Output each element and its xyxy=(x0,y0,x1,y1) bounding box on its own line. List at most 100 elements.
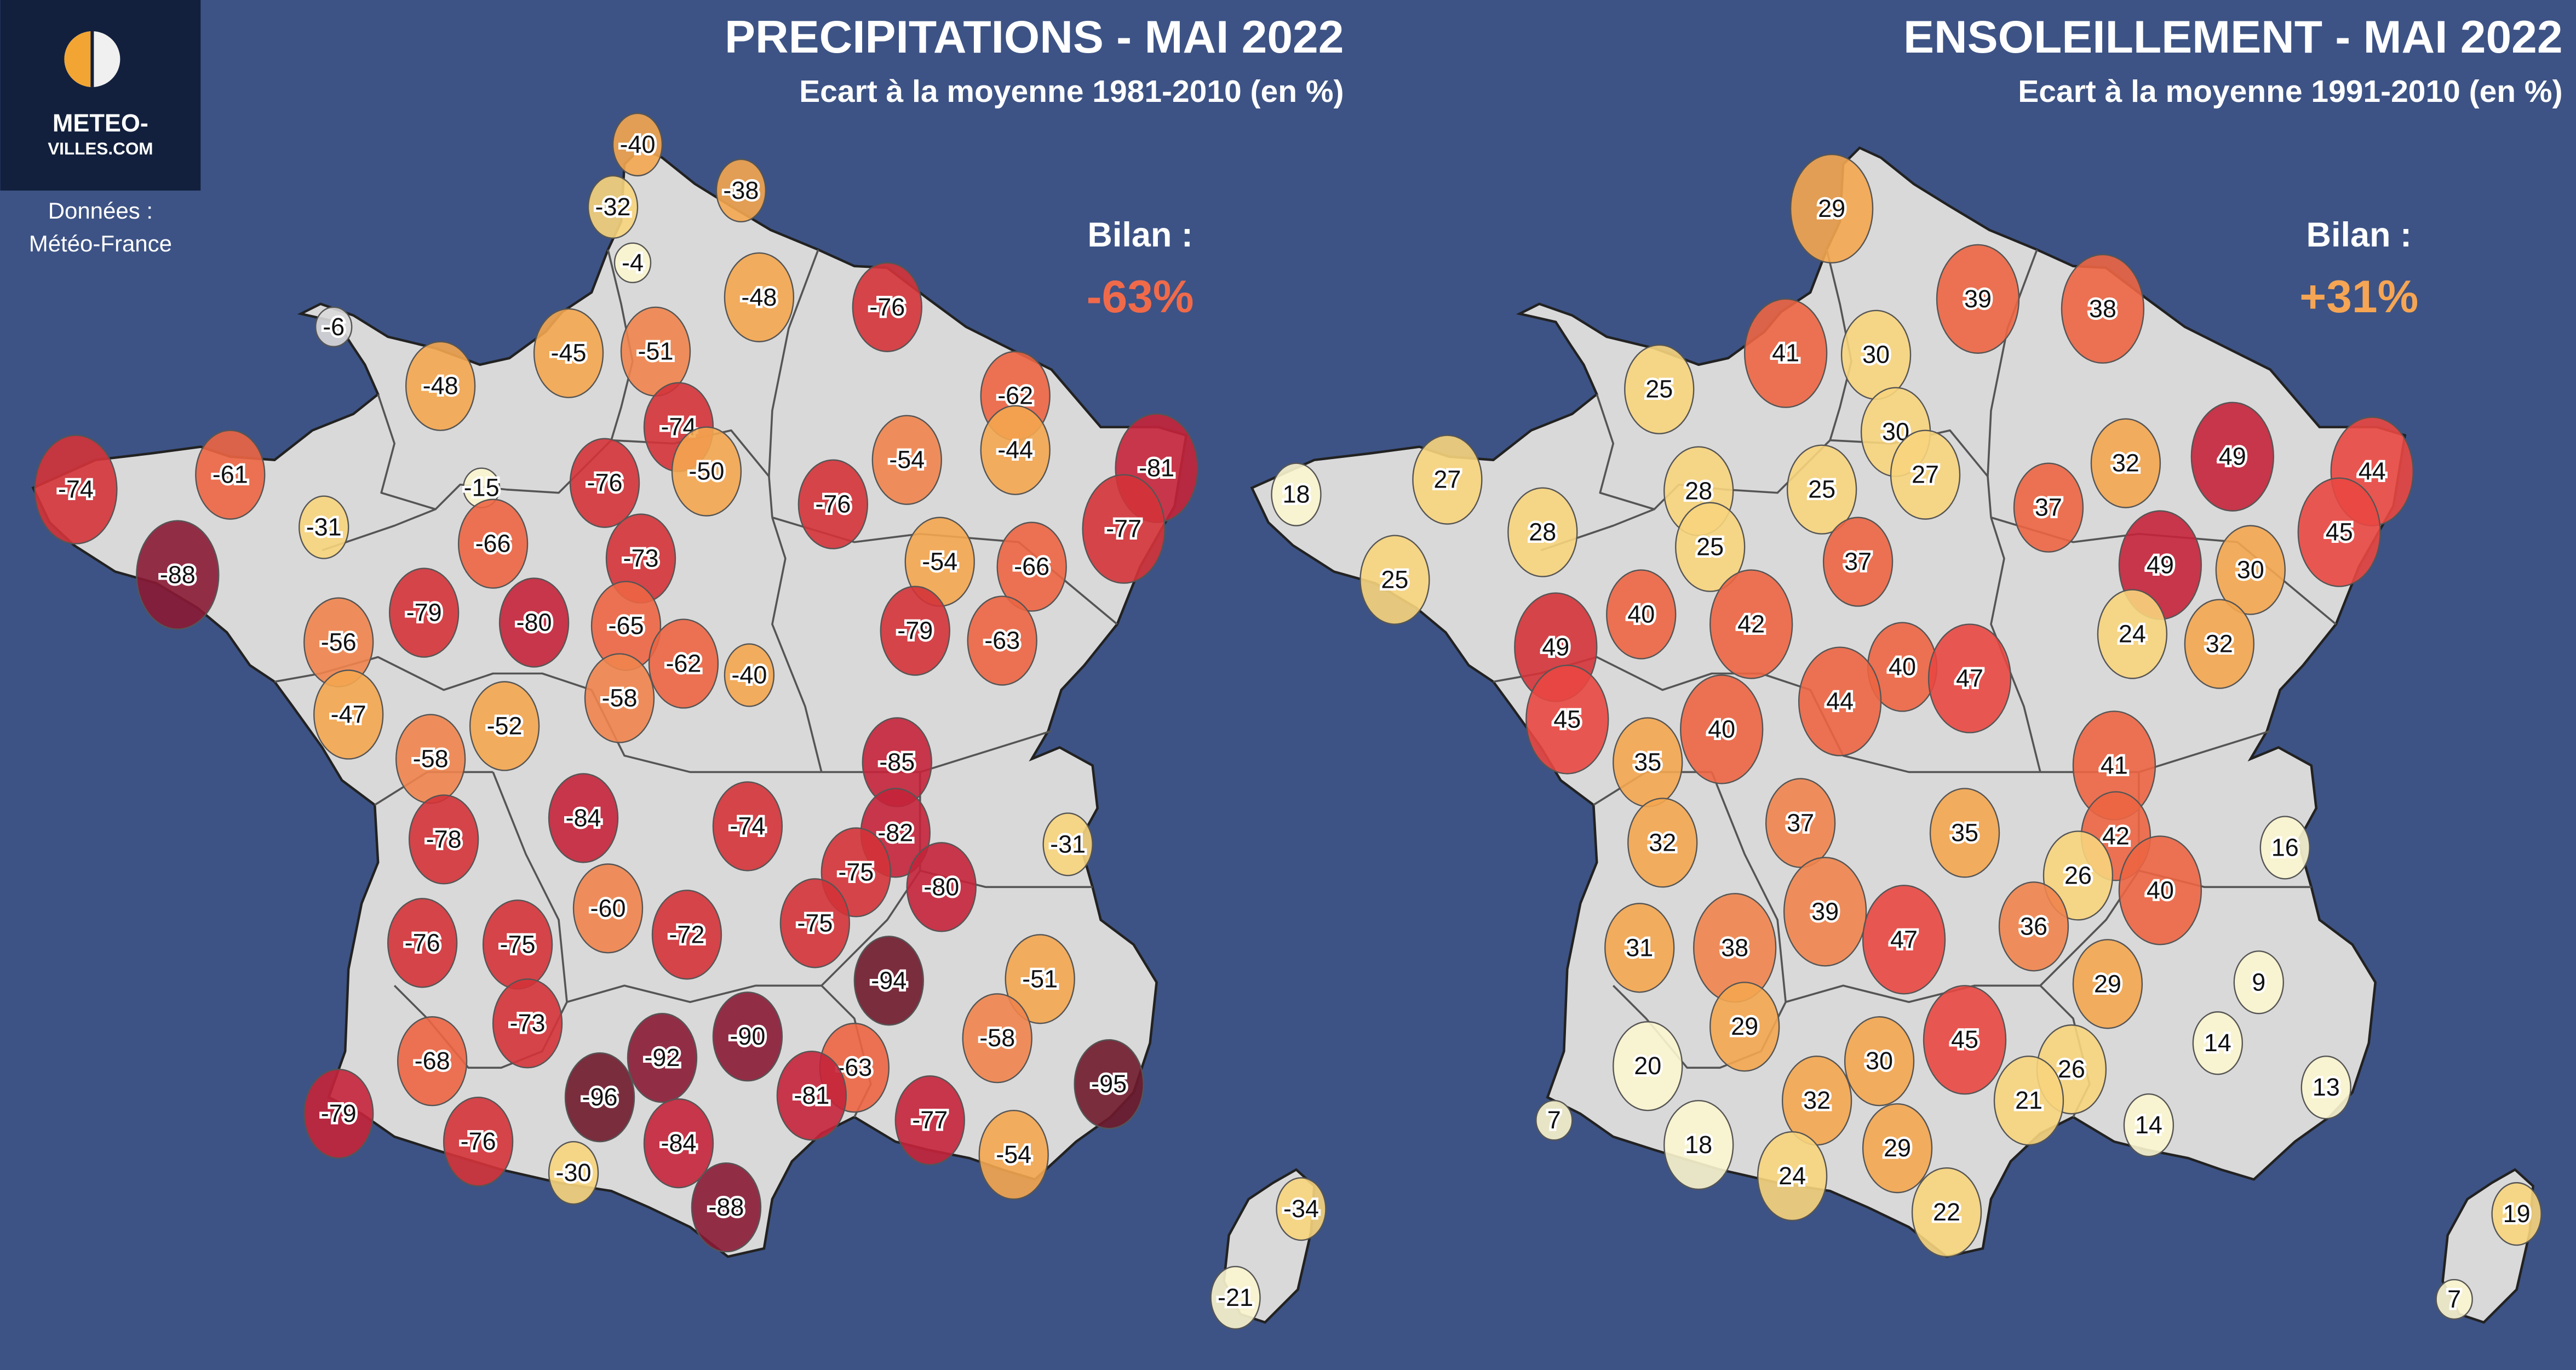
sun-marker-value: 37 xyxy=(1844,548,1872,576)
sun-marker: 27 xyxy=(1890,429,1961,520)
precip-marker-value: -74 xyxy=(730,812,765,840)
precip-marker-value: -54 xyxy=(996,1140,1031,1168)
precip-marker: -84 xyxy=(643,1098,714,1189)
sun-marker-value: 49 xyxy=(2219,443,2246,471)
sun-marker-value: 36 xyxy=(2020,912,2047,940)
precip-marker-value: -54 xyxy=(889,446,925,474)
sun-marker-value: 44 xyxy=(2359,457,2386,485)
sun-marker: 9 xyxy=(2233,950,2284,1014)
sun-marker-circle xyxy=(1675,502,1746,592)
sun-marker-value: 38 xyxy=(1721,933,1748,961)
sun-marker: 14 xyxy=(2192,1011,2244,1075)
sun-marker-value: 39 xyxy=(1811,897,1839,925)
sun-marker-circle xyxy=(1525,664,1609,775)
precip-marker-circle xyxy=(548,773,619,863)
sun-marker-circle xyxy=(1271,462,1322,526)
sun-marker: 47 xyxy=(1927,623,2012,733)
precip-marker: -32 xyxy=(587,175,639,239)
sun-marker-value: 37 xyxy=(1787,809,1814,836)
sun-marker-value: 40 xyxy=(1708,715,1735,743)
precip-marker-value: -88 xyxy=(160,561,196,589)
sun-marker-circle xyxy=(1822,517,1894,607)
sun-marker: 35 xyxy=(1929,788,2000,878)
precip-marker-value: -15 xyxy=(464,474,500,502)
sun-marker-value: 14 xyxy=(2135,1111,2162,1139)
sun-marker-value: 35 xyxy=(1951,818,1978,846)
sun-marker: 26 xyxy=(2043,830,2114,921)
precip-marker: -88 xyxy=(691,1162,762,1253)
precip-marker: -90 xyxy=(712,991,783,1082)
precip-marker-value: -58 xyxy=(413,744,449,772)
sun-marker-circle xyxy=(2097,589,2168,679)
precip-marker: -52 xyxy=(469,681,540,771)
precip-marker-value: -76 xyxy=(587,469,622,497)
precip-marker: -96 xyxy=(564,1052,635,1143)
sun-marker-value: 45 xyxy=(1553,705,1581,733)
sun-marker: 27 xyxy=(1412,434,1483,525)
precip-marker: -54 xyxy=(904,517,975,607)
precip-marker: -75 xyxy=(779,878,851,968)
sun-marker: 39 xyxy=(1936,244,2020,354)
precip-marker-circle xyxy=(408,794,479,885)
sun-subtitle: Ecart à la moyenne 1991-2010 (en %) xyxy=(2018,74,2562,109)
sun-marker-value: 19 xyxy=(2503,1200,2531,1228)
sun-marker-circle xyxy=(1783,857,1867,967)
sun-marker-circle xyxy=(1927,623,2012,733)
sun-marker-circle xyxy=(2013,462,2084,553)
precip-marker: -48 xyxy=(724,252,795,342)
precip-marker: -85 xyxy=(862,717,932,807)
precip-marker-value: -90 xyxy=(730,1022,765,1050)
precip-marker: -63 xyxy=(967,595,1037,686)
sun-marker-value: 40 xyxy=(1627,600,1655,628)
logo-line1: METEO- xyxy=(53,109,148,137)
sun-marker: 39 xyxy=(1783,857,1867,967)
precip-marker-value: -76 xyxy=(869,293,905,321)
sun-marker-value: 16 xyxy=(2271,833,2299,861)
precip-marker-circle xyxy=(978,1109,1049,1200)
sun-marker: 37 xyxy=(1822,517,1894,607)
precip-marker: -15 xyxy=(461,467,502,508)
sun-marker-value: 13 xyxy=(2313,1073,2340,1101)
sun-marker-value: 9 xyxy=(2252,968,2265,996)
sun-markers: 29 39 38 41 30 25 30 49 44 32 27 27 18 28 25 37 45 28 25 37… xyxy=(1271,153,2542,1320)
sun-marker-circle xyxy=(1624,344,1695,434)
sun-marker: 45 xyxy=(1923,985,2007,1095)
precip-marker: -66 xyxy=(996,521,1067,612)
sun-marker-circle xyxy=(1929,788,2000,878)
sun-marker-circle xyxy=(1798,646,1882,756)
sun-marker-circle xyxy=(2300,1056,2351,1120)
sun-marker-circle xyxy=(2090,418,2161,508)
sun-marker-value: 29 xyxy=(1731,1012,1758,1040)
sun-marker: 41 xyxy=(1743,298,1828,408)
sun-marker: 37 xyxy=(2013,462,2084,553)
precip-marker-circle xyxy=(387,898,458,988)
precip-marker: -77 xyxy=(894,1075,965,1166)
precip-marker-circle xyxy=(388,568,460,658)
sun-marker-circle xyxy=(1507,487,1578,577)
precip-marker-circle xyxy=(313,669,384,760)
sun-marker-value: 30 xyxy=(2237,556,2264,584)
sun-marker-circle xyxy=(1743,298,1828,408)
precip-marker-circle xyxy=(1005,934,1075,1024)
precip-marker: -60 xyxy=(572,863,644,954)
precip-marker: -81 xyxy=(776,1051,847,1141)
logo-line2: VILLES.COM xyxy=(48,139,153,158)
precip-marker-value: -78 xyxy=(426,825,462,853)
precip-marker: -61 xyxy=(195,429,266,520)
sun-marker-circle xyxy=(2233,950,2284,1014)
precip-marker: -79 xyxy=(303,1069,374,1159)
precip-marker-value: -34 xyxy=(1283,1195,1319,1223)
precip-marker: -76 xyxy=(569,438,640,528)
sun-marker-value: 18 xyxy=(1685,1131,1712,1159)
sun-marker-value: 30 xyxy=(1866,1047,1893,1075)
precip-marker-circle xyxy=(779,878,851,968)
precip-marker: -31 xyxy=(1042,812,1093,876)
precip-marker: -73 xyxy=(492,978,563,1069)
precip-marker: -76 xyxy=(443,1096,514,1187)
sun-marker-circle xyxy=(1613,1021,1683,1111)
precip-marker-circle xyxy=(880,586,950,676)
sun-marker: 22 xyxy=(1911,1167,1982,1258)
precip-marker-value: -79 xyxy=(897,617,933,645)
sun-marker-value: 32 xyxy=(2206,630,2233,658)
